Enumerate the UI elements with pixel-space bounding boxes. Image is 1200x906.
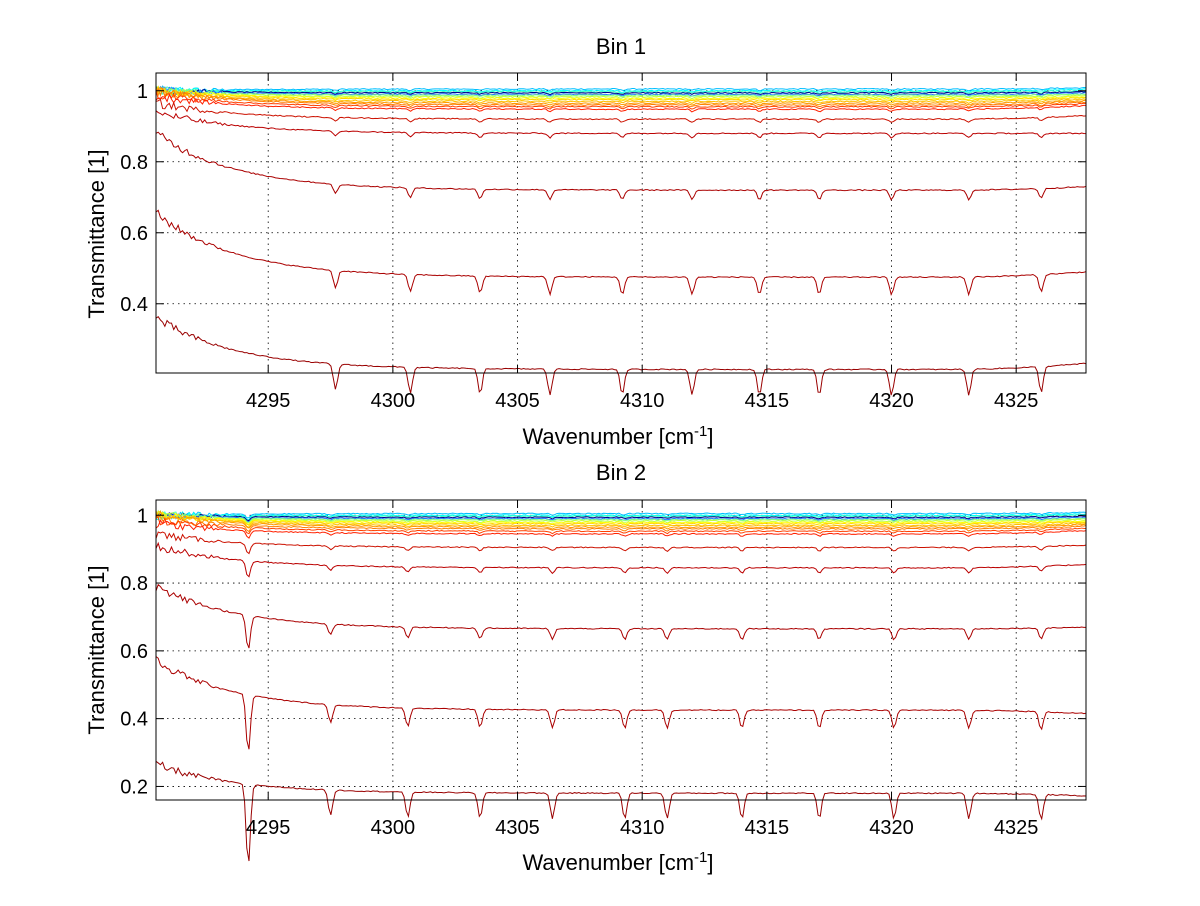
x-tick-label: 4305: [495, 390, 540, 412]
y-tick-label: 0.4: [120, 294, 148, 316]
panel-title: Bin 1: [596, 34, 646, 59]
series-group: [155, 509, 1087, 862]
x-tick-label: 4320: [869, 817, 914, 839]
x-tick-label: 4310: [620, 817, 665, 839]
axes-frame: [155, 499, 1087, 801]
y-axis-label: Transmittance [1]: [84, 149, 109, 318]
series-line: [155, 510, 1087, 530]
series-line: [155, 85, 1087, 97]
series-line: [155, 656, 1087, 750]
x-tick-label: 4295: [246, 390, 291, 412]
series-line: [155, 110, 1087, 139]
series-line: [155, 85, 1087, 98]
series-line: [155, 86, 1087, 100]
series-line: [155, 541, 1087, 578]
series-line: [155, 86, 1087, 108]
series-line: [155, 316, 1087, 396]
series-line: [155, 209, 1087, 297]
y-tick-label: 0.2: [120, 776, 148, 798]
series-line: [155, 86, 1087, 96]
series-line: [155, 510, 1087, 521]
panel-bin-1: Bin 1 4295 4300 4305 4310 4315 4320 4325 0.4 0.6…: [84, 34, 1087, 449]
series-line: [155, 515, 1087, 535]
series-line: [155, 87, 1087, 101]
series-line: [155, 131, 1087, 201]
y-tick-label: 0.6: [120, 223, 148, 245]
series-line: [155, 87, 1087, 105]
axes-frame: [155, 72, 1087, 374]
x-axis-label: Wavenumber [cm-1]: [522, 849, 713, 875]
x-tick-label: 4310: [620, 390, 665, 412]
panel-title: Bin 2: [596, 460, 646, 485]
series-line: [155, 511, 1087, 520]
y-axis-label: Transmittance [1]: [84, 565, 109, 734]
series-line: [155, 510, 1087, 527]
series-line: [155, 583, 1087, 649]
x-tick-label: 4325: [994, 817, 1039, 839]
tick-group: 4295 4300 4305 4310 4315 4320 4325 0.4 0.6 0.8 1: [120, 73, 1086, 412]
series-line: [155, 85, 1087, 102]
x-tick-label: 4300: [371, 390, 416, 412]
series-line: [155, 514, 1087, 533]
y-tick-label: 0.8: [120, 573, 148, 595]
series-line: [155, 86, 1087, 96]
tick-group: 4295 4300 4305 4310 4315 4320 4325 0.2 0.4 0.6 0.8…: [120, 500, 1086, 839]
series-line: [155, 511, 1087, 526]
x-tick-label: 4320: [869, 390, 914, 412]
x-tick-label: 4315: [745, 817, 790, 839]
series-line: [155, 509, 1087, 524]
series-line: [155, 509, 1087, 524]
series-line: [155, 93, 1087, 113]
series-line: [155, 760, 1087, 862]
y-tick-label: 0.8: [120, 152, 148, 174]
panel-bin-2: Bin 2 4295 4300 4305 4310 4315 4320 4325 0.2 0.4…: [84, 460, 1087, 875]
y-tick-label: 1: [137, 505, 148, 527]
series-line: [155, 519, 1087, 539]
x-axis-label: Wavenumber [cm-1]: [522, 423, 713, 449]
series-line: [155, 531, 1087, 555]
y-tick-label: 0.6: [120, 641, 148, 663]
series-line: [155, 86, 1087, 106]
series-line: [155, 98, 1087, 124]
x-tick-label: 4325: [994, 390, 1039, 412]
series-line: [155, 90, 1087, 110]
x-tick-label: 4295: [246, 817, 291, 839]
y-tick-label: 1: [137, 81, 148, 103]
series-group: [155, 85, 1087, 396]
x-tick-label: 4305: [495, 817, 540, 839]
series-line: [155, 511, 1087, 523]
x-tick-label: 4300: [371, 817, 416, 839]
series-line: [155, 510, 1087, 528]
y-tick-label: 0.4: [120, 709, 148, 731]
x-tick-label: 4315: [745, 390, 790, 412]
series-line: [155, 85, 1087, 95]
